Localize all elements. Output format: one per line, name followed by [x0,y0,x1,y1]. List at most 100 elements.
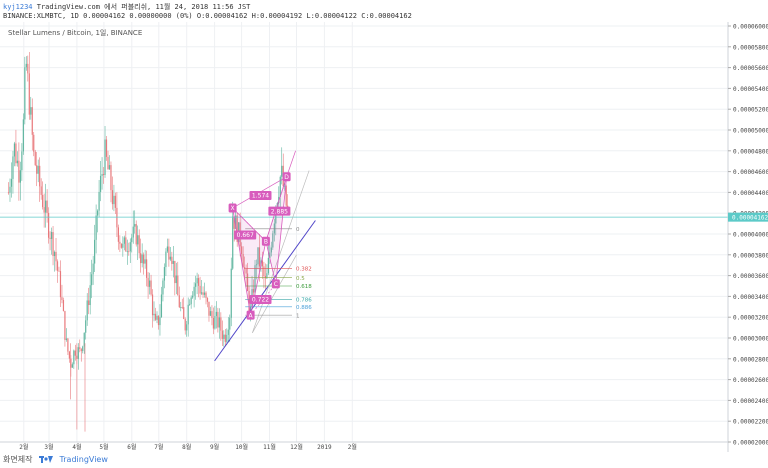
candle-body [166,246,168,252]
candle-body [174,260,176,284]
grid [0,22,728,443]
fib-label: 0.618 [296,284,312,290]
candle-body [140,253,142,264]
y-tick-label: 0.00005200 [733,107,768,114]
harmonic-point-label: B [264,238,268,245]
candle-body [190,297,192,305]
candle-body [159,317,161,326]
candle-body [224,334,226,342]
candle-body [31,107,33,135]
x-tick-label: 8월 [182,443,191,451]
x-tick-label: 5월 [99,443,108,451]
candle-body [25,63,27,68]
candle-body [242,254,244,268]
candle-body [181,306,183,308]
candle-body [178,295,180,308]
candle-body [273,223,275,234]
candle-body [122,243,124,248]
candle-body [77,347,79,359]
candle-body [101,173,103,176]
candle-body [80,349,82,352]
candle-body [13,143,16,157]
candle-body [244,267,246,270]
x-tick-label: 6월 [127,443,136,451]
candle-body [169,256,171,260]
candle-body [91,274,93,286]
y-tick-label: 0.00002200 [733,419,768,426]
y-tick-label: 0.00003800 [733,252,768,259]
candle-body [12,156,14,179]
chart-title: Stellar Lumens / Bitcoin, 1일, BINANCE [8,28,142,37]
candle-body [82,346,84,352]
y-tick-label: 0.00003400 [733,294,768,301]
candle-body [64,311,66,340]
candle-body [39,165,41,187]
harmonic-ratio-box [249,191,272,201]
x-tick-label: 10월 [235,443,248,451]
candle-body [146,259,148,278]
candle-body [36,165,38,174]
candle-body [221,330,223,339]
candle-body [62,299,65,312]
harmonic-ratio-label: 0.667 [237,232,254,239]
harmonic-point-x [228,203,237,213]
y-tick-label: 0.00005800 [733,44,768,51]
candle-body [267,257,269,274]
candle-body [120,243,122,248]
candle-body [285,185,287,206]
x-tick-label: 9월 [210,443,219,451]
trendline-channel-lower [252,254,297,333]
candle-body [86,300,88,321]
candle-body [88,300,90,306]
candle-body [83,332,85,347]
candle-body [128,251,130,253]
candle-body [85,320,87,333]
candle-body [58,270,60,272]
y-tick-label: 0.00004400 [733,190,768,197]
candle-body [284,185,286,187]
candle-body [95,215,97,240]
y-tick-label: 0.00004000 [733,232,768,239]
candle-body [37,165,39,174]
candle-body [227,329,229,335]
candle-body [74,350,76,356]
candle-body [34,151,36,166]
y-tick-label: 0.00003000 [733,336,768,343]
harmonic-point-label: A [249,312,254,319]
candle-body [28,73,30,115]
author-link[interactable]: kyj1234 [3,3,33,11]
x-tick-label: 2월 [19,443,28,451]
candle-body [165,251,167,268]
ohlc-line: BINANCE:XLMBTC, 1D 0.00004162 0.00000000… [3,12,412,20]
x-tick-label: 3월 [44,443,53,451]
harmonic-point-label: C [274,281,278,288]
candle-body [281,165,283,177]
candle-body [171,256,173,264]
candle-body [258,247,261,267]
candle-body [187,304,189,325]
candle-body [21,151,23,171]
fib-label: 0 [296,227,300,233]
candle-body [131,237,133,243]
candle-body [125,237,127,252]
publish-info: TradingView.com 에서 퍼블리쉬, 11월 24, 2018 11… [36,3,251,11]
candle-body [137,235,139,245]
candle-body [49,237,51,239]
candle-body [134,224,136,227]
y-tick-label: 0.00005400 [733,86,768,93]
candle-body [19,170,21,183]
candle-body [202,292,204,295]
y-tick-label: 0.00002000 [733,440,768,447]
candle-body [73,350,75,365]
candle-body [33,134,35,152]
candle-body [16,160,19,164]
fib-label: 0.382 [296,267,312,273]
candle-body [116,207,118,228]
candle-body [129,242,131,252]
candle-body [206,298,209,302]
y-tick-label: 0.00002600 [733,377,768,384]
y-tick-label: 0.00004600 [733,169,768,176]
candle-body [211,311,213,318]
